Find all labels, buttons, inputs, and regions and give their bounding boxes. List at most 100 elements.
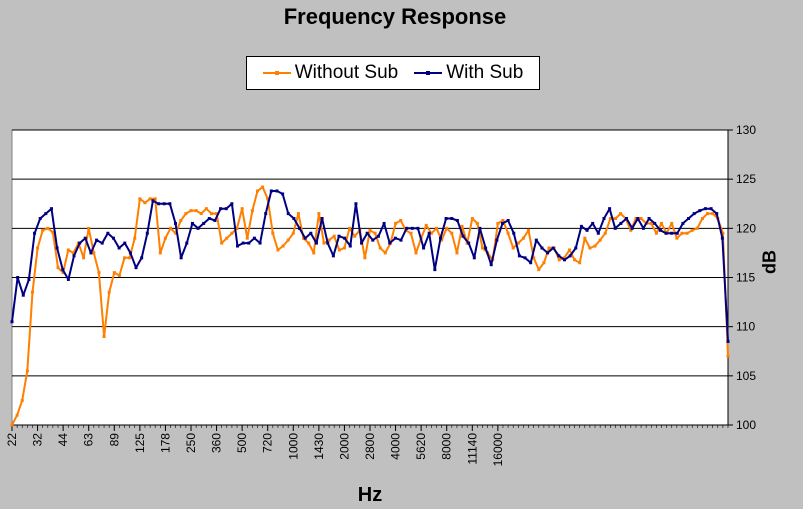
- data-point-without-sub: [578, 261, 582, 265]
- data-point-with-sub: [202, 221, 206, 225]
- data-point-without-sub: [250, 209, 254, 213]
- data-point-with-sub: [326, 241, 330, 245]
- data-point-with-sub: [95, 238, 99, 242]
- data-point-without-sub: [670, 221, 674, 225]
- x-tick-label: 1430: [312, 433, 326, 460]
- data-point-with-sub: [78, 241, 82, 245]
- data-point-without-sub: [506, 231, 510, 235]
- data-point-with-sub: [213, 218, 217, 222]
- data-point-with-sub: [574, 246, 578, 250]
- data-point-without-sub: [276, 248, 280, 252]
- data-point-with-sub: [630, 226, 634, 230]
- data-point-with-sub: [450, 217, 454, 220]
- data-point-with-sub: [38, 217, 42, 220]
- data-point-with-sub: [478, 226, 482, 230]
- data-point-with-sub: [49, 207, 53, 211]
- data-point-with-sub: [709, 207, 713, 211]
- data-point-without-sub: [148, 197, 152, 201]
- data-point-with-sub: [523, 256, 527, 260]
- data-point-with-sub: [641, 226, 645, 230]
- data-point-with-sub: [21, 293, 25, 297]
- data-point-with-sub: [162, 202, 166, 206]
- data-point-without-sub: [71, 251, 75, 255]
- data-point-without-sub: [51, 230, 55, 234]
- data-point-without-sub: [557, 258, 561, 262]
- data-point-with-sub: [44, 212, 48, 216]
- y-tick-label: 115: [736, 271, 755, 285]
- data-point-with-sub: [664, 231, 668, 235]
- data-point-without-sub: [383, 251, 387, 255]
- data-point-without-sub: [117, 274, 121, 278]
- data-point-without-sub: [481, 246, 485, 250]
- series-line-with-sub: [11, 190, 729, 342]
- data-point-with-sub: [61, 268, 65, 272]
- data-point-with-sub: [517, 254, 521, 258]
- data-point-with-sub: [506, 218, 510, 222]
- data-point-with-sub: [207, 217, 211, 220]
- data-point-without-sub: [220, 241, 224, 245]
- data-point-with-sub: [168, 202, 172, 206]
- data-point-with-sub: [269, 189, 273, 193]
- y-tick-label: 125: [736, 172, 756, 186]
- data-point-without-sub: [613, 217, 617, 220]
- data-point-with-sub: [675, 231, 679, 235]
- x-tick-label: 250: [184, 433, 198, 453]
- data-point-without-sub: [588, 246, 592, 250]
- data-point-with-sub: [224, 207, 228, 211]
- x-tick-label: 360: [210, 433, 224, 453]
- data-point-with-sub: [128, 251, 132, 255]
- data-point-with-sub: [692, 212, 696, 216]
- data-point-with-sub: [117, 246, 121, 250]
- data-point-without-sub: [143, 201, 147, 205]
- data-point-without-sub: [634, 217, 638, 220]
- data-point-with-sub: [687, 217, 691, 220]
- data-point-with-sub: [647, 217, 651, 220]
- data-point-with-sub: [309, 231, 313, 235]
- legend-label-with-sub: With Sub: [446, 62, 524, 83]
- data-point-without-sub: [342, 246, 346, 250]
- data-point-without-sub: [629, 228, 633, 232]
- x-tick-label: 2800: [363, 433, 377, 460]
- data-point-without-sub: [532, 256, 536, 260]
- data-point-with-sub: [455, 218, 459, 222]
- data-point-with-sub: [185, 241, 189, 245]
- data-point-with-sub: [393, 236, 397, 240]
- data-point-with-sub: [568, 254, 572, 258]
- data-point-with-sub: [179, 256, 183, 260]
- data-point-with-sub: [89, 251, 93, 255]
- data-point-without-sub: [230, 231, 234, 235]
- x-tick-label: 125: [133, 433, 147, 453]
- data-point-without-sub: [235, 226, 239, 230]
- data-point-with-sub: [55, 246, 59, 250]
- data-point-with-sub: [461, 234, 465, 238]
- data-point-with-sub: [190, 221, 194, 225]
- y-tick-label: 120: [736, 221, 756, 235]
- y-tick-label: 100: [736, 418, 756, 432]
- data-point-without-sub: [639, 217, 643, 220]
- data-point-without-sub: [394, 221, 398, 225]
- data-point-without-sub: [169, 226, 173, 230]
- data-point-with-sub: [427, 231, 431, 235]
- data-point-without-sub: [516, 241, 520, 245]
- data-point-with-sub: [636, 217, 640, 220]
- data-point-without-sub: [501, 218, 505, 222]
- data-point-with-sub: [551, 246, 555, 250]
- data-point-without-sub: [363, 256, 367, 260]
- data-point-with-sub: [433, 268, 437, 272]
- data-point-without-sub: [20, 398, 24, 402]
- data-point-with-sub: [613, 226, 617, 230]
- data-point-without-sub: [475, 221, 479, 225]
- data-point-without-sub: [603, 231, 607, 235]
- data-point-with-sub: [512, 231, 516, 235]
- data-point-without-sub: [434, 226, 438, 230]
- legend-swatch-without-sub: [262, 71, 291, 75]
- data-point-with-sub: [236, 244, 240, 248]
- data-point-without-sub: [112, 271, 116, 275]
- data-point-with-sub: [500, 221, 504, 225]
- x-tick-label: 1000: [286, 433, 300, 460]
- data-point-without-sub: [225, 236, 229, 240]
- data-point-with-sub: [438, 236, 442, 240]
- data-point-with-sub: [196, 226, 200, 230]
- data-point-without-sub: [608, 217, 612, 220]
- data-point-with-sub: [546, 251, 550, 255]
